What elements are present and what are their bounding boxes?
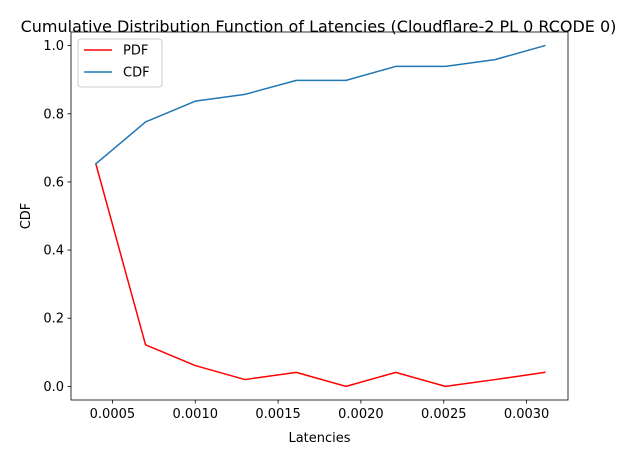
y-axis-ticks: 0.0 0.2 0.4 0.6 0.8 1.0 xyxy=(43,39,71,395)
y-axis-label: CDF xyxy=(19,203,34,230)
y-tick-label: 1.0 xyxy=(43,39,64,54)
x-axis-ticks: 0.0005 0.0010 0.0015 0.0020 0.0025 0.0030 xyxy=(90,400,550,422)
y-tick-label: 0.2 xyxy=(43,312,64,327)
x-axis-label: Latencies xyxy=(288,431,350,446)
x-tick-label: 0.0030 xyxy=(504,407,550,422)
plot-lines xyxy=(94,44,546,388)
x-tick-label: 0.0015 xyxy=(255,407,301,422)
legend-label-pdf: PDF xyxy=(123,44,148,59)
series-line-pdf xyxy=(94,162,546,388)
legend: PDF CDF xyxy=(77,38,163,88)
y-tick-label: 0.0 xyxy=(43,380,64,395)
x-tick-label: 0.0025 xyxy=(421,407,467,422)
y-tick-label: 0.4 xyxy=(43,244,64,259)
chart-title: Cumulative Distribution Function of Late… xyxy=(21,17,617,36)
legend-label-cdf: CDF xyxy=(123,66,150,81)
y-tick-label: 0.8 xyxy=(43,107,64,122)
plot-frame xyxy=(70,31,569,401)
legend-box xyxy=(77,38,163,88)
x-tick-label: 0.0020 xyxy=(338,407,384,422)
x-tick-label: 0.0005 xyxy=(90,407,136,422)
x-tick-label: 0.0010 xyxy=(173,407,219,422)
series-line-cdf xyxy=(94,44,546,165)
y-tick-label: 0.6 xyxy=(43,175,64,190)
